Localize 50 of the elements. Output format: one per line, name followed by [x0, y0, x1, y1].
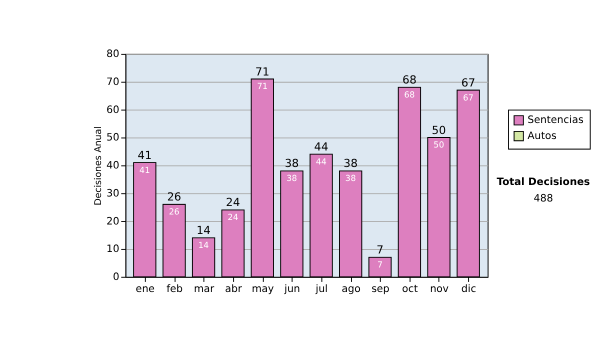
x-tick-label: mar — [194, 284, 216, 296]
y-tick-label: 20 — [106, 216, 120, 228]
x-tick-label: abr — [224, 284, 243, 296]
x-tick-label: jun — [283, 284, 300, 296]
data-label: 41 — [139, 164, 150, 175]
y-tick-label: 40 — [106, 160, 120, 172]
x-tick-label: oct — [402, 284, 418, 296]
total-label: 7 — [376, 244, 384, 257]
data-label: 50 — [434, 140, 444, 150]
total-label: 14 — [196, 224, 211, 238]
x-tick-label: dic — [461, 284, 476, 296]
data-label: 7 — [377, 260, 383, 270]
y-tick-label: 10 — [106, 244, 120, 256]
x-tick-label: nov — [430, 284, 449, 296]
x-tick-label: feb — [166, 284, 183, 296]
legend-label: Sentencias — [528, 115, 584, 126]
data-label: 14 — [198, 240, 209, 250]
y-axis-title: Decisiones Anual — [92, 126, 104, 206]
total-label: 71 — [255, 65, 270, 78]
text: 488 — [534, 194, 554, 205]
data-label: 68 — [404, 90, 415, 100]
x-tick-label: may — [252, 284, 274, 296]
data-label: 26 — [168, 206, 180, 217]
y-tick-label: 50 — [106, 132, 120, 144]
total-label: 44 — [314, 140, 328, 154]
total-label: 68 — [402, 74, 417, 87]
y-tick-label: 60 — [106, 104, 120, 116]
total-label: 67 — [461, 76, 476, 90]
data-label: 38 — [345, 173, 356, 184]
y-tick-label: 80 — [106, 49, 120, 60]
y-tick-label: 0 — [112, 272, 120, 284]
data-label: 71 — [257, 81, 268, 92]
x-tick-label: sep — [371, 284, 390, 296]
y-tick-label: 30 — [106, 188, 120, 200]
y-tick-label: 70 — [106, 77, 120, 88]
data-label: 24 — [228, 212, 238, 222]
data-label: 38 — [286, 173, 298, 184]
legend-label: Autos — [528, 130, 557, 142]
total-label: 41 — [138, 148, 152, 162]
total-label: 38 — [344, 157, 358, 170]
total-label: 26 — [167, 190, 182, 204]
total-label: 50 — [432, 124, 446, 137]
text: Total Decisiones — [496, 176, 590, 188]
total-label: 24 — [226, 196, 240, 210]
data-label: 67 — [462, 92, 474, 102]
total-label: 38 — [284, 157, 299, 170]
x-tick-label: ago — [342, 284, 361, 296]
x-tick-label: jul — [314, 284, 328, 296]
data-label: 44 — [316, 156, 327, 166]
x-tick-label: ene — [136, 284, 155, 296]
